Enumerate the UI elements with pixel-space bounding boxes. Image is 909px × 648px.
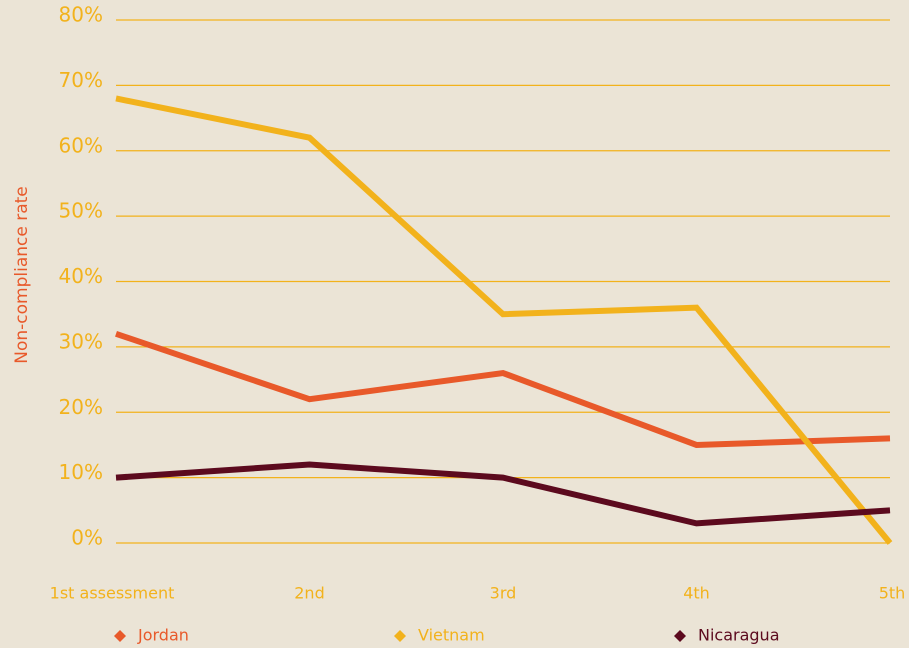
series-line: [115, 461, 891, 527]
legend-marker: [394, 630, 406, 642]
legend-label: Nicaragua: [698, 626, 780, 645]
series-line: [115, 330, 891, 448]
y-tick-label: 40%: [59, 264, 103, 288]
x-tick-label: 4th: [683, 584, 710, 603]
y-tick-label: 70%: [59, 68, 103, 92]
y-tick-label: 60%: [59, 133, 103, 157]
legend-label: Jordan: [137, 626, 189, 645]
y-tick-label: 20%: [59, 395, 103, 419]
y-tick-label: 10%: [59, 460, 103, 484]
legend-marker: [674, 630, 686, 642]
x-tick-label: 5th: [879, 584, 906, 603]
x-tick-label: 2nd: [294, 584, 324, 603]
y-tick-label: 0%: [71, 526, 103, 550]
y-tick-label: 80%: [59, 3, 103, 27]
x-tick-label: 3rd: [490, 584, 517, 603]
y-tick-label: 30%: [59, 329, 103, 353]
y-tick-label: 50%: [59, 199, 103, 223]
x-tick-label: 1st assessment: [50, 584, 175, 603]
series-line: [115, 95, 893, 545]
legend-marker: [114, 630, 126, 642]
y-axis-label: Non-compliance rate: [12, 186, 32, 364]
legend-label: Vietnam: [418, 626, 485, 645]
